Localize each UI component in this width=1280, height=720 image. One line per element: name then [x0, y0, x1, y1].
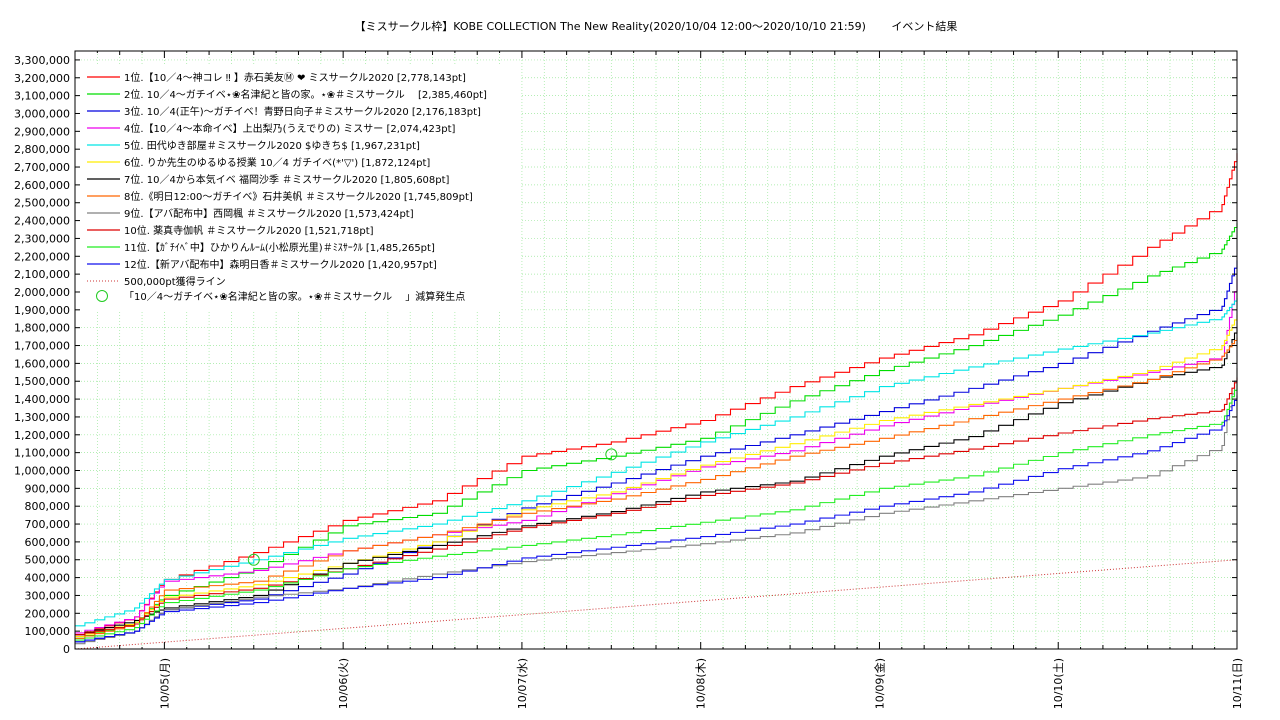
y-tick-label: 600,000	[25, 536, 71, 549]
x-tick-label: 10/11(日)	[1231, 658, 1244, 709]
y-tick-label: 2,900,000	[14, 125, 70, 138]
chart-title: 【ミスサークル枠】KOBE COLLECTION The New Reality…	[355, 19, 958, 33]
y-tick-label: 1,400,000	[14, 393, 70, 406]
legend-entry: 7位. 10／4から本気イベ 福岡沙季 ＃ミスサークル2020 [1,805,6…	[124, 173, 450, 186]
legend-entry: 6位. りか先生のゆるゆる授業 10／4 ガチイベ(*'▽') [1,872,1…	[124, 156, 430, 169]
legend-entry: 4位.【10／4〜本命イベ】上出梨乃(うえでりの) ミスサー [2,074,42…	[124, 122, 456, 135]
x-tick-label: 10/08(木)	[695, 658, 708, 709]
series-line-2	[75, 223, 1238, 639]
y-tick-label: 2,700,000	[14, 161, 70, 174]
series-line-5	[75, 297, 1238, 627]
y-tick-label: 100,000	[25, 625, 71, 638]
x-tick-label: 10/09(金)	[872, 658, 886, 709]
reference-line-500k	[74, 559, 1238, 650]
y-tick-label: 3,100,000	[14, 90, 70, 103]
y-tick-label: 1,300,000	[14, 411, 70, 424]
y-tick-label: 900,000	[25, 482, 71, 495]
y-tick-label: 400,000	[25, 572, 71, 585]
y-tick-label: 1,000,000	[14, 464, 70, 477]
legend-entry: 2位. 10／4〜ガチイベ⋆❀名津紀と皆の家。⋆❀＃ミスサークル [2,385,…	[124, 88, 487, 101]
y-tick-label: 500,000	[25, 554, 71, 567]
legend-entry: 12位.【新アバ配布中】森明日香＃ミスサークル2020 [1,420,957pt…	[124, 258, 437, 271]
series-line-8	[75, 337, 1238, 639]
x-tick-label: 10/07(水)	[516, 658, 529, 709]
x-axis: 10/05(月) 10/06(火) 10/07(水) 10/08(木) 10/09(金)…	[74, 51, 1244, 709]
legend-entry: 5位. 田代ゆき部屋＃ミスサークル2020 $ゆきち$ [1,967,231pt…	[124, 139, 420, 152]
y-tick-label: 800,000	[25, 500, 71, 513]
series-line-3	[75, 260, 1238, 643]
y-tick-label: 1,200,000	[14, 429, 70, 442]
y-tick-label: 700,000	[25, 518, 71, 531]
series-line-10	[75, 377, 1238, 636]
reference-line	[74, 559, 1238, 650]
y-tick-label: 2,500,000	[14, 197, 70, 210]
y-tick-label: 200,000	[25, 607, 71, 620]
y-tick-label: 1,600,000	[14, 357, 70, 370]
y-tick-label: 3,200,000	[14, 72, 70, 85]
y-tick-label: 1,100,000	[14, 447, 70, 460]
y-tick-label: 1,900,000	[14, 304, 70, 317]
y-tick-label: 3,000,000	[14, 107, 70, 120]
legend-entry: 500,000pt獲得ライン	[124, 275, 226, 288]
y-tick-label: 2,800,000	[14, 143, 70, 156]
legend-entry: 8位.《明日12:00〜ガチイベ》石井美帆 ＃ミスサークル2020 [1,745…	[124, 190, 473, 203]
legend-entry: 「10／4〜ガチイベ⋆❀名津紀と皆の家。⋆❀＃ミスサークル 」減算発生点	[124, 290, 465, 303]
legend-swatch	[96, 290, 108, 302]
y-tick-label: 2,000,000	[14, 286, 70, 299]
x-tick-label: 10/06(火)	[337, 658, 350, 709]
legend-entry: 9位.【アバ配布中】西岡楓 ＃ミスサークル2020 [1,573,424pt]	[124, 207, 414, 220]
y-tick-label: 300,000	[25, 589, 71, 602]
y-tick-label: 2,300,000	[14, 232, 70, 245]
reduction-marker	[605, 448, 618, 461]
y-axis: 0 100,000 200,000 300,000 400,000 500,000 600,…	[14, 54, 1237, 656]
legend-box	[80, 66, 520, 312]
reduction-markers	[247, 448, 618, 566]
legend: 1位.【10／4〜神コレ ‼ 】赤石美友Ⓜ ❤ ミスサークル2020 [2,77…	[80, 66, 520, 312]
x-tick-label: 10/10(土)	[1052, 658, 1065, 709]
x-tick-label: 10/05(月)	[158, 658, 171, 709]
series-lines	[75, 153, 1238, 645]
legend-entry: 11位.【ｶﾞﾁｲﾍﾞ中】ひかりんﾙｰﾑ(小松原光里)＃ﾐｽｻｰｸﾙ [1,48…	[124, 241, 435, 254]
series-line-1	[75, 153, 1238, 636]
y-tick-label: 2,400,000	[14, 215, 70, 228]
series-line-9	[75, 368, 1238, 645]
y-tick-label: 1,700,000	[14, 340, 70, 353]
y-tick-label: 0	[63, 643, 70, 656]
legend-entry: 10位. 薬真寺伽帆 ＃ミスサークル2020 [1,521,718pt]	[124, 224, 374, 237]
y-tick-label: 1,800,000	[14, 322, 70, 335]
y-tick-label: 1,500,000	[14, 375, 70, 388]
y-tick-label: 2,200,000	[14, 250, 70, 263]
series-line-11	[75, 383, 1238, 641]
reduction-marker	[247, 553, 260, 566]
legend-entry: 1位.【10／4〜神コレ ‼ 】赤石美友Ⓜ ❤ ミスサークル2020 [2,77…	[124, 71, 466, 84]
y-tick-label: 2,600,000	[14, 179, 70, 192]
series-line-6	[75, 314, 1238, 638]
legend-entry: 3位. 10／4(正午)〜ガチイベ！青野日向子＃ミスサークル2020 [2,17…	[124, 105, 481, 118]
y-tick-label: 2,100,000	[14, 268, 70, 281]
series-line-12	[75, 395, 1238, 643]
y-tick-label: 3,300,000	[14, 54, 70, 67]
